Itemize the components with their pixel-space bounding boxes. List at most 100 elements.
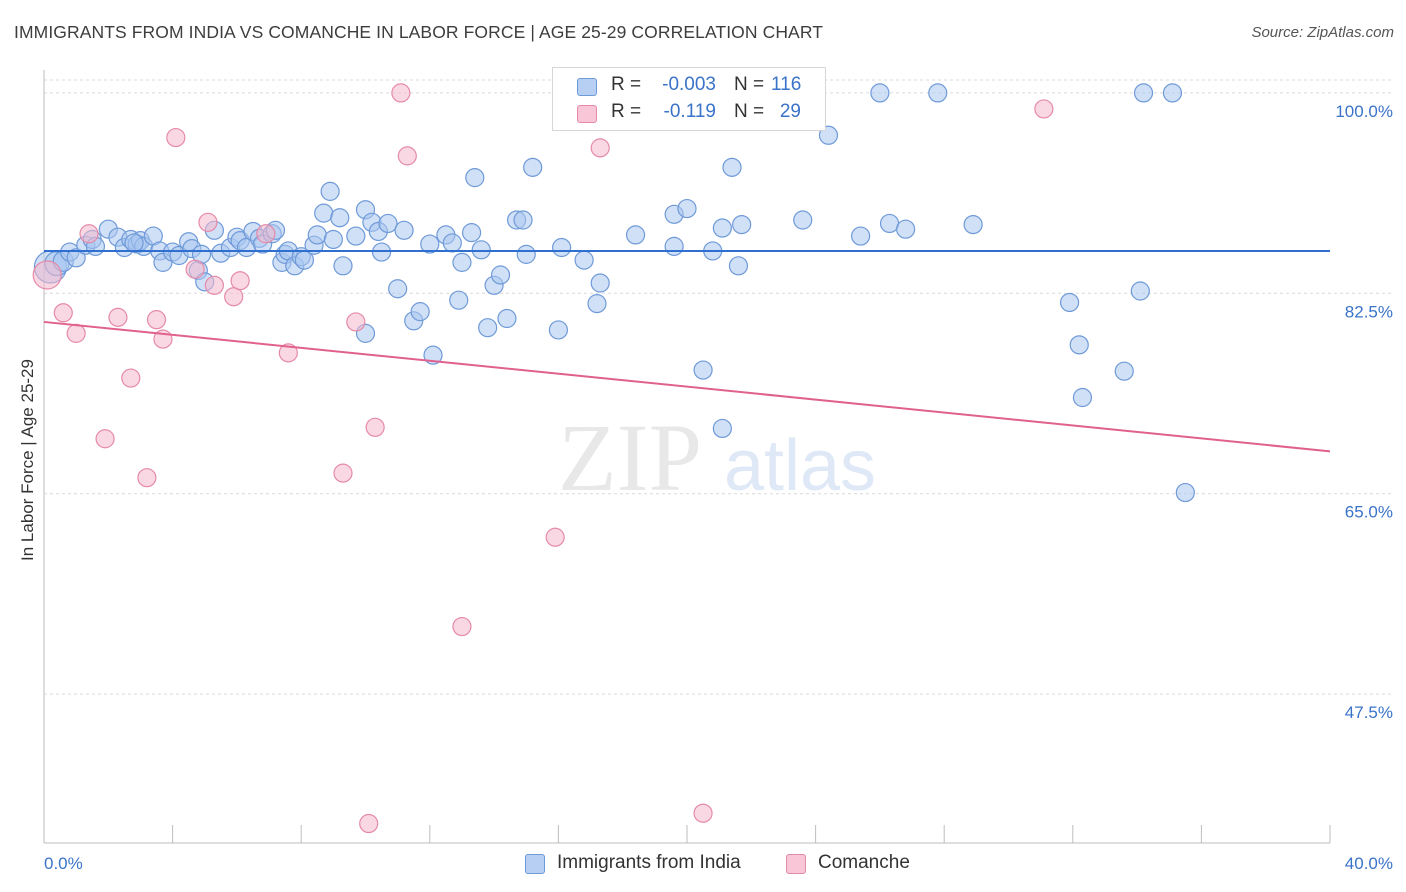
legend-row-comanche: R = -0.119 N = 29 (553, 101, 825, 129)
stats-legend: R = -0.003 N = 116 R = -0.119 N = 29 (552, 67, 826, 131)
watermark-atlas: atlas (724, 426, 876, 506)
india-point (1175, 482, 1195, 503)
india-n-value: 116 (771, 74, 802, 95)
india-point (693, 360, 713, 380)
india-point (552, 237, 572, 258)
india-point (307, 225, 327, 245)
india-point (465, 168, 485, 188)
comanche-point (32, 260, 62, 290)
comanche-point (137, 468, 157, 488)
india-point (388, 279, 408, 299)
india-point (523, 157, 543, 177)
india-point (516, 244, 536, 264)
legend-row-india: R = -0.003 N = 116 (553, 74, 825, 102)
comanche-point (365, 417, 385, 437)
comanche-point (108, 307, 128, 327)
comanche-point (121, 368, 141, 388)
india-point (320, 181, 340, 201)
r-label: R = (611, 101, 642, 122)
india-point (1114, 361, 1134, 381)
india-point (323, 229, 343, 250)
x-tick-label-min: 0.0% (44, 854, 83, 873)
comanche-point (346, 312, 366, 332)
y-tick-label: 65.0% (1345, 503, 1393, 522)
india-point (461, 223, 482, 243)
comanche-point (693, 803, 713, 823)
india-point (449, 290, 469, 310)
comanche-point (278, 343, 298, 363)
india-point (574, 250, 594, 270)
watermark-zip: ZIP (558, 404, 702, 511)
comanche-point (66, 323, 86, 343)
india-point (625, 225, 646, 245)
india-point (732, 215, 752, 235)
comanche-legend-label: Comanche (818, 852, 910, 873)
comanche-point (230, 271, 250, 291)
india-legend-label: Immigrants from India (557, 852, 741, 873)
india-point (478, 318, 498, 338)
india-point (497, 308, 517, 329)
india-point (124, 233, 144, 253)
india-r-value: -0.003 (662, 74, 716, 95)
x-tick-label-max: 40.0% (1345, 854, 1393, 873)
tick-labels: 100.0% 82.5% 65.0% 47.5% 0.0% 40.0% (44, 102, 1393, 873)
comanche-point (79, 224, 99, 244)
comanche-point (204, 275, 224, 295)
india-point (394, 220, 414, 240)
comanche-point (256, 224, 276, 244)
india-point (1162, 83, 1183, 103)
india-point (346, 226, 366, 246)
comanche-point (545, 527, 565, 547)
comanche-point (53, 303, 73, 323)
y-tick-label: 82.5% (1345, 302, 1393, 321)
series-comanche-points (32, 83, 1054, 834)
india-legend-swatch (525, 854, 545, 874)
comanche-point (1034, 99, 1054, 119)
comanche-point (397, 146, 417, 166)
gridlines (44, 79, 1392, 695)
comanche-point (185, 259, 205, 279)
india-point (712, 418, 732, 439)
india-point (452, 252, 472, 272)
india-point (793, 210, 813, 230)
comanche-point (391, 83, 411, 103)
india-point (677, 198, 697, 219)
india-point (963, 215, 983, 235)
comanche-point (166, 127, 186, 148)
india-point (590, 273, 610, 293)
india-point (722, 157, 742, 177)
india-point (928, 83, 948, 103)
india-point (587, 294, 607, 314)
axes (43, 70, 1331, 844)
india-point (1069, 335, 1089, 355)
india-point (728, 256, 749, 276)
r-label: R = (611, 74, 642, 95)
india-point (712, 218, 732, 238)
comanche-point (146, 310, 167, 330)
india-point (490, 265, 511, 285)
india-point (314, 203, 334, 223)
india-point (378, 213, 398, 234)
comanche-point (590, 138, 610, 158)
comanche-trend-line (43, 320, 1331, 453)
comanche-point (333, 463, 353, 483)
india-point (870, 83, 890, 103)
india-point (333, 256, 353, 276)
chart-title: IMMIGRANTS FROM INDIA VS COMANCHE IN LAB… (14, 22, 824, 42)
india-point (664, 236, 684, 256)
comanche-swatch (577, 105, 597, 123)
india-point (513, 210, 533, 230)
india-point (896, 219, 916, 239)
source-credit: Source: ZipAtlas.com (1251, 24, 1394, 41)
n-label: N = (734, 74, 765, 95)
india-point (1130, 281, 1150, 301)
india-point (420, 234, 440, 254)
watermark: ZIP atlas (558, 404, 876, 511)
comanche-legend-swatch (786, 854, 806, 874)
comanche-point (198, 212, 218, 232)
india-point (330, 208, 350, 228)
india-point (851, 226, 871, 246)
india-point (1059, 292, 1080, 313)
y-tick-label: 100.0% (1335, 102, 1393, 121)
india-point (442, 233, 462, 253)
